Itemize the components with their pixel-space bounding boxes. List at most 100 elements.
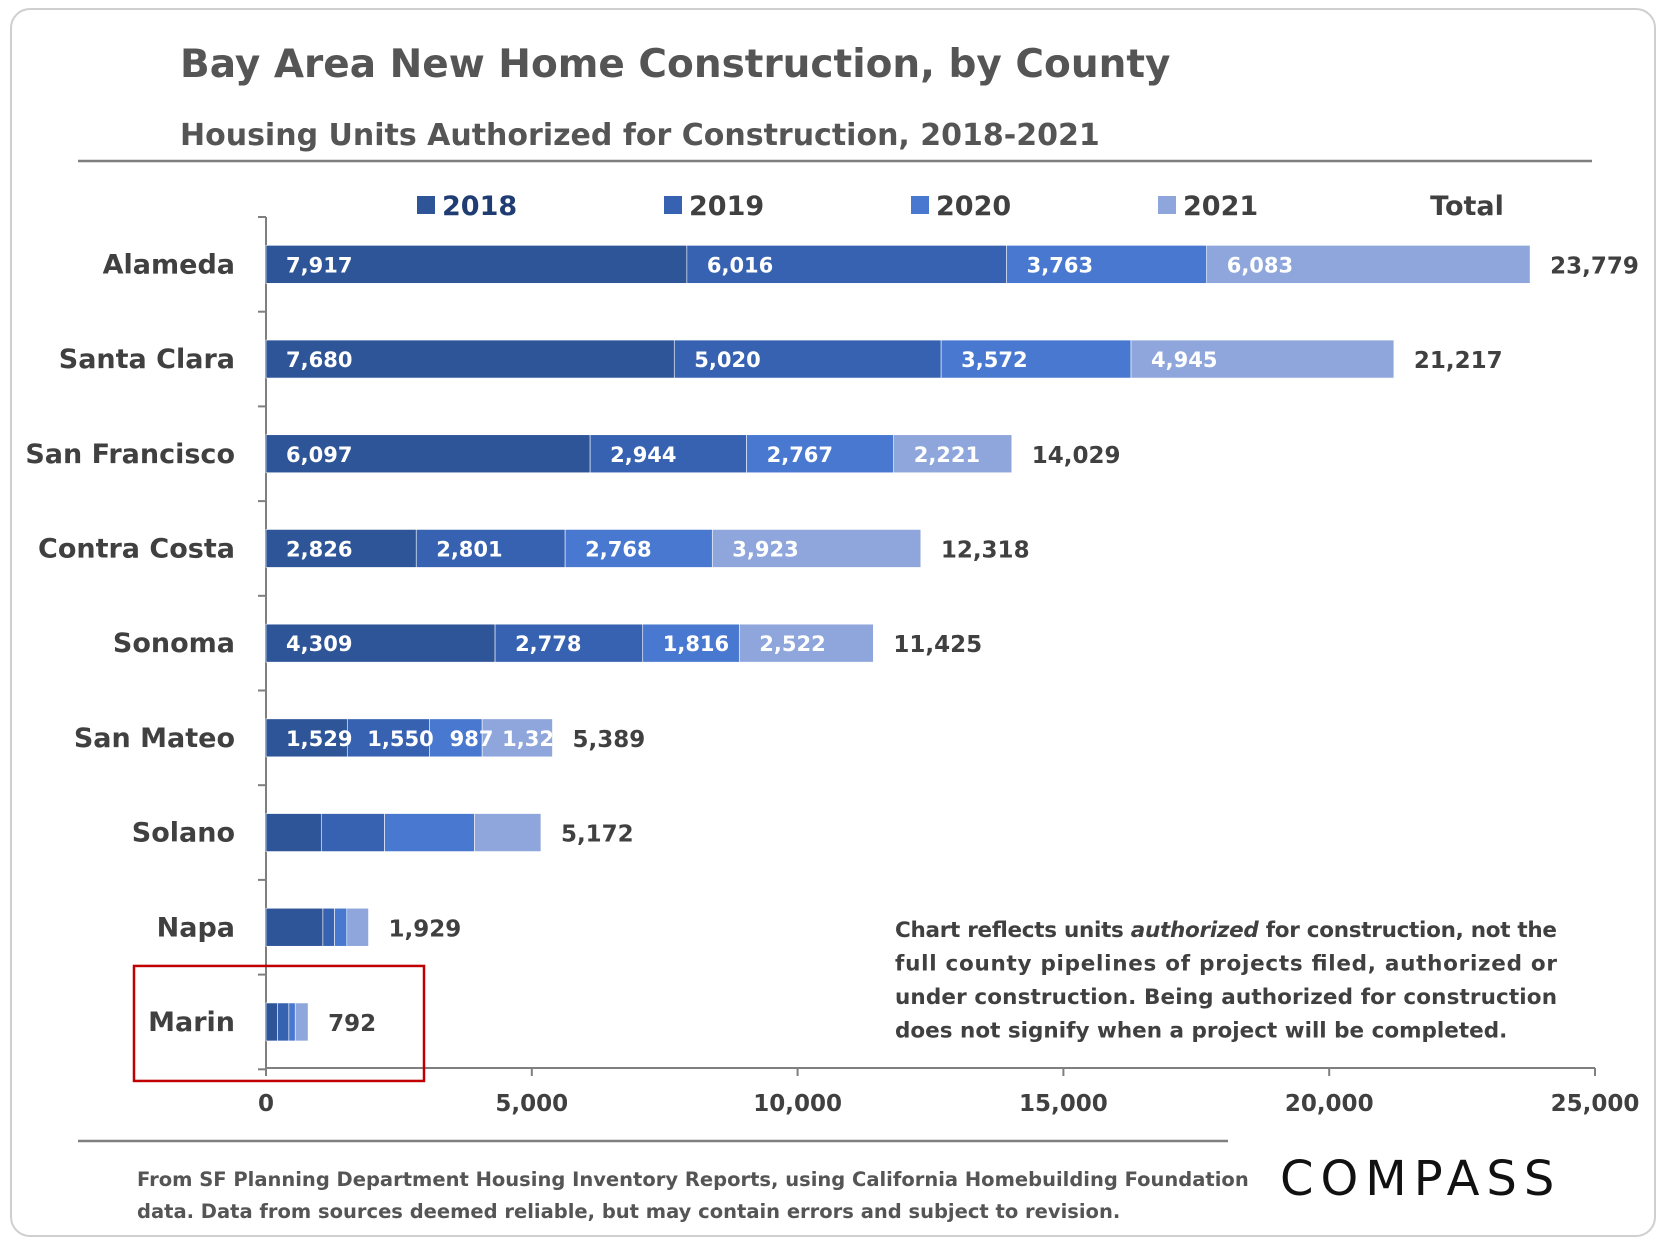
- note-line-3: under construction. Being authorized for…: [895, 985, 1557, 1010]
- bar-napa-2018: [265, 907, 324, 947]
- chart-bars: [265, 245, 1531, 1042]
- bar-santa-clara-2019: [673, 339, 942, 379]
- highlight-box-marin: [132, 964, 426, 1083]
- x-tick-label: 20,000: [1285, 1091, 1374, 1117]
- data-label-san-francisco-2019: 2,944: [610, 443, 676, 467]
- bar-marin-2018: [265, 1002, 278, 1042]
- x-tick-label: 5,000: [495, 1091, 568, 1117]
- data-label-sonoma-2018: 4,309: [286, 632, 352, 656]
- bar-contra-costa-2020: [564, 529, 713, 568]
- total-label-solano: 5,172: [561, 822, 634, 848]
- bar-alameda-2021: [1206, 245, 1531, 284]
- data-label-san-mateo-2019: 1,550: [367, 727, 433, 751]
- bar-santa-clara-2018: [265, 339, 675, 379]
- legend-swatch-2018: [417, 196, 435, 214]
- data-label-contra-costa-2018: 2,826: [286, 537, 352, 561]
- data-label-santa-clara-2018: 7,680: [286, 348, 352, 372]
- bar-solano-2021: [474, 813, 542, 852]
- total-label-san-francisco: 14,029: [1032, 443, 1121, 469]
- chart-labels: Alameda 7,917 6,016 3,763 6,083 23,779 Santa C…: [25, 249, 1639, 1083]
- data-label-santa-clara-2020: 3,572: [961, 348, 1027, 372]
- bar-marin-2020: [288, 1002, 296, 1042]
- total-label-marin: 792: [328, 1011, 376, 1037]
- x-tick-label: 0: [258, 1091, 274, 1117]
- bar-sonoma-2020: [642, 623, 740, 663]
- legend-swatch-2019: [664, 196, 682, 214]
- data-label-alameda-2020: 3,763: [1027, 253, 1093, 277]
- data-label-sonoma-2021: 2,522: [759, 632, 825, 656]
- legend: 2018 2019 2020 2021: [417, 191, 1258, 222]
- total-column-header: Total: [1430, 191, 1504, 222]
- bar-alameda-2018: [265, 245, 688, 284]
- bar-san-francisco-2020: [746, 434, 895, 474]
- x-tick-label: 25,000: [1551, 1091, 1640, 1117]
- category-label-solano: Solano: [132, 818, 235, 849]
- bar-marin-2019: [277, 1002, 290, 1042]
- note-line-1: Chart reflects units authorized for cons…: [895, 918, 1557, 943]
- bar-san-francisco-2018: [265, 434, 591, 474]
- bar-san-mateo-2019: [346, 718, 430, 758]
- compass-logo: COMPASS: [1280, 1151, 1561, 1207]
- category-label-napa: Napa: [157, 912, 235, 943]
- bar-contra-costa-2018: [265, 529, 417, 568]
- legend-swatch-2020: [911, 196, 929, 214]
- data-label-santa-clara-2019: 5,020: [694, 348, 760, 372]
- bar-san-mateo-2021: [481, 718, 553, 758]
- bar-alameda-2019: [686, 245, 1007, 284]
- data-label-santa-clara-2021: 4,945: [1151, 348, 1217, 372]
- bar-alameda-2020: [1006, 245, 1208, 284]
- bar-napa-2020: [334, 907, 348, 947]
- data-label-sonoma-2020: 1,816: [663, 632, 729, 656]
- bar-napa-2021: [346, 907, 369, 947]
- source-line-2: data. Data from sources deemed reliable,…: [137, 1200, 1120, 1223]
- data-label-san-mateo-2020: 987: [450, 727, 494, 751]
- bar-marin-2021: [294, 1002, 309, 1042]
- data-label-san-francisco-2021: 2,221: [914, 443, 980, 467]
- category-label-sonoma: Sonoma: [113, 628, 235, 659]
- chart-note: Chart reflects units authorized for cons…: [895, 918, 1557, 1044]
- bar-san-mateo-2018: [265, 718, 348, 758]
- chart-title: Bay Area New Home Construction, by Count…: [180, 42, 1170, 87]
- bar-solano-2020: [384, 813, 475, 852]
- data-label-san-francisco-2020: 2,767: [767, 443, 833, 467]
- data-label-san-mateo-2018: 1,529: [286, 727, 352, 751]
- note-line-4: does not signify when a project will be …: [895, 1019, 1507, 1044]
- data-label-contra-costa-2020: 2,768: [585, 537, 651, 561]
- bar-solano-2018: [265, 813, 322, 852]
- data-label-contra-costa-2021: 3,923: [732, 537, 798, 561]
- bar-contra-costa-2019: [415, 529, 566, 568]
- chart-subtitle: Housing Units Authorized for Constructio…: [180, 118, 1100, 153]
- category-label-marin: Marin: [148, 1007, 235, 1038]
- category-label-san-francisco: San Francisco: [25, 439, 235, 470]
- category-label-san-mateo: San Mateo: [74, 723, 235, 754]
- total-label-napa: 1,929: [389, 916, 462, 942]
- legend-label-2021: 2021: [1183, 191, 1258, 222]
- source-line-1: From SF Planning Department Housing Inve…: [137, 1168, 1249, 1191]
- bar-sonoma-2018: [265, 623, 496, 663]
- bar-sonoma-2021: [738, 623, 874, 663]
- x-tick-label: 10,000: [753, 1091, 842, 1117]
- legend-label-2020: 2020: [936, 191, 1011, 222]
- bar-napa-2019: [322, 907, 335, 947]
- category-label-alameda: Alameda: [103, 249, 235, 280]
- total-label-alameda: 23,779: [1550, 253, 1639, 279]
- x-tick-label: 15,000: [1019, 1091, 1108, 1117]
- bar-san-francisco-2021: [893, 434, 1013, 474]
- data-label-alameda-2021: 6,083: [1227, 253, 1293, 277]
- data-label-sonoma-2019: 2,778: [515, 632, 581, 656]
- total-label-santa-clara: 21,217: [1414, 348, 1503, 374]
- data-label-san-francisco-2018: 6,097: [286, 443, 352, 467]
- bar-solano-2019: [320, 813, 385, 852]
- bar-sonoma-2019: [494, 623, 644, 663]
- data-label-alameda-2019: 6,016: [707, 253, 773, 277]
- category-label-santa-clara: Santa Clara: [59, 344, 235, 375]
- total-label-sonoma: 11,425: [893, 632, 982, 658]
- bar-santa-clara-2020: [940, 339, 1132, 379]
- data-label-san-mateo-2021: 1,323: [502, 727, 568, 751]
- legend-label-2018: 2018: [442, 191, 517, 222]
- total-label-contra-costa: 12,318: [941, 537, 1030, 563]
- bar-santa-clara-2021: [1130, 339, 1395, 379]
- data-label-contra-costa-2019: 2,801: [436, 537, 502, 561]
- legend-label-2019: 2019: [689, 191, 764, 222]
- data-label-alameda-2018: 7,917: [286, 253, 352, 277]
